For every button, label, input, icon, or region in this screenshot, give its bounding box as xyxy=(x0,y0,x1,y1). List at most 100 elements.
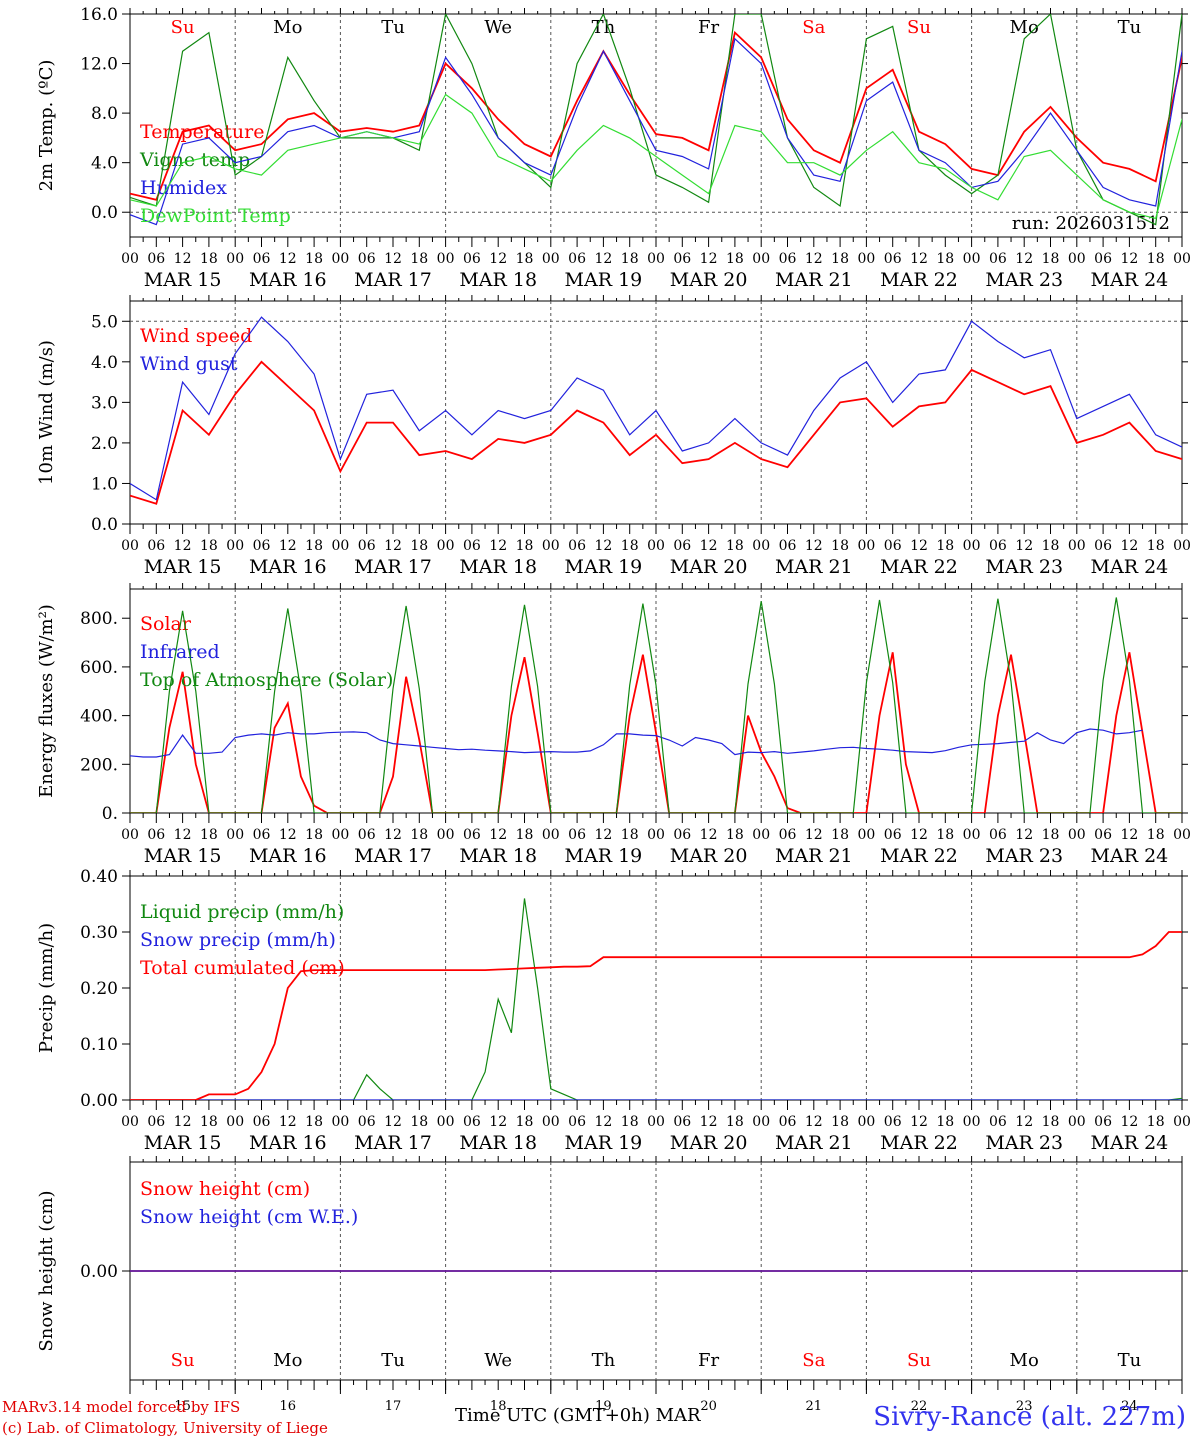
x-hour-label: 18 xyxy=(831,827,849,843)
y-axis-label: Energy fluxes (W/m²) xyxy=(36,604,57,798)
x-hour-label: 12 xyxy=(805,1114,823,1130)
x-hour-label: 12 xyxy=(279,1114,297,1130)
x-hour-label: 18 xyxy=(305,538,323,554)
x-hour-label: 00 xyxy=(1173,251,1191,267)
x-hour-label: 00 xyxy=(331,538,349,554)
legend-entry: DewPoint Temp xyxy=(140,205,291,227)
y-tick-label: 1.0 xyxy=(91,474,118,494)
x-hour-label: 18 xyxy=(410,251,428,267)
legend-entry: Temperature xyxy=(140,121,264,143)
x-hour-label: 06 xyxy=(358,538,376,554)
y-tick-label: 5.0 xyxy=(91,312,118,332)
legend-entry: Liquid precip (mm/h) xyxy=(140,901,344,923)
x-hour-label: 00 xyxy=(121,1114,139,1130)
y-tick-label: 0. xyxy=(102,804,118,824)
x-hour-label: 18 xyxy=(726,251,744,267)
weekday-label: We xyxy=(484,17,512,38)
legend-entry: Wind gust xyxy=(140,353,238,375)
x-hour-label: 06 xyxy=(884,827,902,843)
x-date-label: MAR 24 xyxy=(1091,1132,1169,1154)
x-hour-label: 18 xyxy=(1147,251,1165,267)
weekday-label: Su xyxy=(907,1350,931,1371)
x-date-label: MAR 19 xyxy=(565,556,643,578)
x-hour-label: 18 xyxy=(936,251,954,267)
x-hour-label: 18 xyxy=(410,827,428,843)
x-hour-label: 06 xyxy=(253,827,271,843)
x-date-label: MAR 16 xyxy=(249,1132,327,1154)
x-hour-label: 12 xyxy=(384,538,402,554)
x-date-label: MAR 21 xyxy=(775,269,853,291)
x-hour-label: 12 xyxy=(279,538,297,554)
x-hour-label: 00 xyxy=(226,251,244,267)
x-hour-label: 12 xyxy=(700,1114,718,1130)
series-line-wind-gust xyxy=(130,316,1182,501)
day-number-label: 15 xyxy=(174,1399,191,1414)
legend-entry: Top of Atmosphere (Solar) xyxy=(140,669,393,691)
x-hour-label: 00 xyxy=(226,538,244,554)
x-hour-label: 12 xyxy=(1015,1114,1033,1130)
x-hour-label: 06 xyxy=(463,251,481,267)
x-hour-label: 00 xyxy=(857,251,875,267)
y-tick-label: 12.0 xyxy=(80,55,118,75)
x-hour-label: 18 xyxy=(305,251,323,267)
x-hour-label: 18 xyxy=(726,827,744,843)
x-hour-label: 12 xyxy=(384,251,402,267)
weekday-label: Tu xyxy=(1118,17,1142,38)
x-hour-label: 18 xyxy=(621,538,639,554)
y-tick-label: 0.00 xyxy=(80,1262,118,1282)
x-hour-label: 00 xyxy=(437,827,455,843)
x-hour-label: 00 xyxy=(121,827,139,843)
x-date-label: MAR 15 xyxy=(144,269,222,291)
x-hour-label: 06 xyxy=(884,1114,902,1130)
x-date-label: MAR 16 xyxy=(249,269,327,291)
x-hour-label: 18 xyxy=(831,251,849,267)
x-hour-label: 06 xyxy=(673,251,691,267)
day-number-label: 22 xyxy=(911,1399,928,1414)
day-number-label: 20 xyxy=(700,1399,717,1414)
x-hour-label: 12 xyxy=(805,827,823,843)
x-hour-label: 18 xyxy=(516,251,534,267)
x-date-label: MAR 23 xyxy=(985,556,1063,578)
x-hour-label: 18 xyxy=(1042,827,1060,843)
x-hour-label: 06 xyxy=(253,1114,271,1130)
day-number-label: 24 xyxy=(1121,1399,1138,1414)
x-hour-label: 18 xyxy=(936,1114,954,1130)
x-hour-label: 00 xyxy=(1068,1114,1086,1130)
weekday-label: Su xyxy=(907,17,931,38)
x-hour-label: 12 xyxy=(489,827,507,843)
x-hour-label: 06 xyxy=(779,251,797,267)
weekday-label: Fr xyxy=(698,1350,719,1371)
x-hour-label: 00 xyxy=(1068,538,1086,554)
x-hour-label: 12 xyxy=(384,1114,402,1130)
day-number-label: 21 xyxy=(806,1399,823,1414)
x-hour-label: 12 xyxy=(594,251,612,267)
x-hour-label: 12 xyxy=(279,827,297,843)
x-hour-label: 00 xyxy=(857,1114,875,1130)
day-number-label: 19 xyxy=(595,1399,612,1414)
x-date-label: MAR 19 xyxy=(565,845,643,867)
x-hour-label: 18 xyxy=(1147,827,1165,843)
run-label: run: 2026031512 xyxy=(1012,213,1170,234)
x-hour-label: 12 xyxy=(174,1114,192,1130)
x-hour-label: 06 xyxy=(568,251,586,267)
series-line-wind-speed xyxy=(130,360,1182,505)
x-hour-label: 00 xyxy=(331,251,349,267)
x-date-label: MAR 22 xyxy=(880,1132,958,1154)
series-line-solar xyxy=(130,652,1182,813)
y-tick-label: 4.0 xyxy=(91,154,118,174)
x-hour-label: 18 xyxy=(305,827,323,843)
x-hour-label: 18 xyxy=(1042,1114,1060,1130)
series-line-total-cumulated-cm- xyxy=(130,931,1182,1100)
station-title: Sivry-Rance (alt. 227m) xyxy=(873,1402,1186,1432)
x-hour-label: 06 xyxy=(568,1114,586,1130)
x-date-label: MAR 21 xyxy=(775,845,853,867)
x-date-label: MAR 23 xyxy=(985,845,1063,867)
weekday-label: Tu xyxy=(381,17,405,38)
x-hour-label: 12 xyxy=(910,251,928,267)
x-hour-label: 18 xyxy=(200,827,218,843)
legend-entry: Infrared xyxy=(140,641,220,663)
y-tick-label: 0.10 xyxy=(80,1035,118,1055)
y-tick-label: 800. xyxy=(80,609,118,629)
series-line-top-of-atmosphere-solar- xyxy=(130,597,1182,813)
y-tick-label: 3.0 xyxy=(91,393,118,413)
